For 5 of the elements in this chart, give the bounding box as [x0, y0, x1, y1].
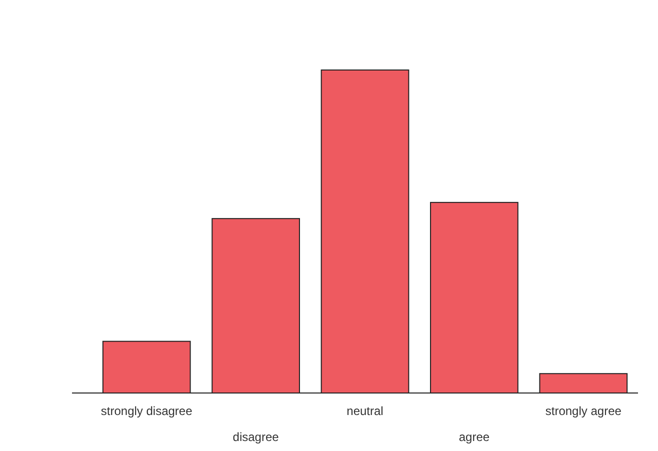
x-tick-label: agree [458, 430, 490, 444]
x-tick-label: neutral [346, 404, 384, 418]
x-tick-label: strongly disagree [100, 404, 193, 418]
x-tick-label: strongly agree [545, 404, 622, 418]
x-tick-label: disagree [232, 430, 280, 444]
